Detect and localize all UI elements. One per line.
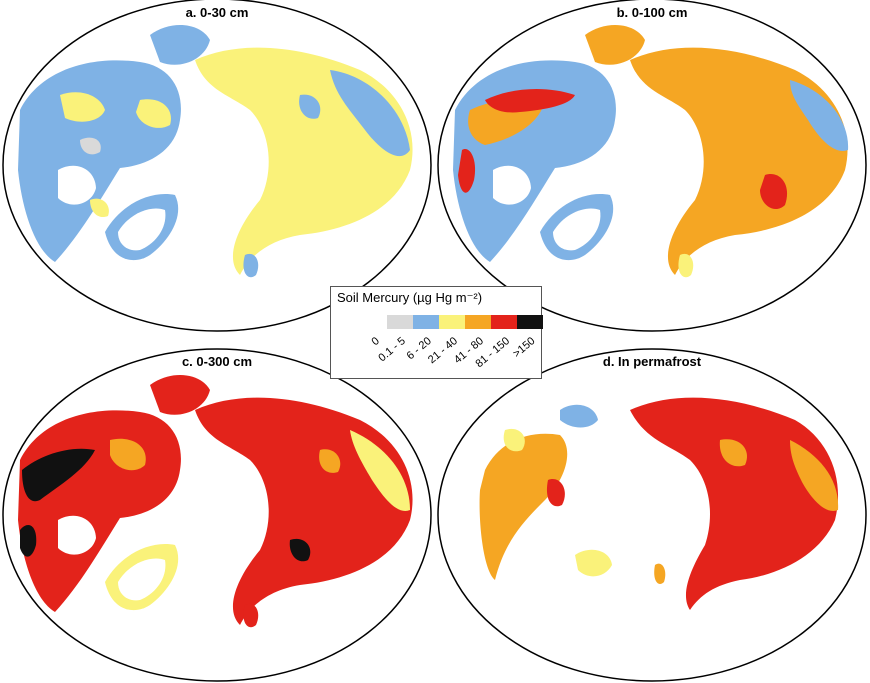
eurasia-region (195, 397, 413, 625)
panel-c-title: c. 0-300 cm (182, 354, 252, 369)
siberia-yellow (350, 430, 410, 511)
panel-b-title: b. 0-100 cm (617, 5, 688, 20)
legend-swatch (361, 315, 387, 329)
panel-d-title: d. In permafrost (603, 354, 702, 369)
canada-yellow (503, 428, 525, 452)
map-panel-d: d. In permafrost (437, 348, 867, 682)
legend-swatch (413, 315, 439, 329)
legend-swatch (465, 315, 491, 329)
west-red (458, 149, 476, 193)
black-band (22, 448, 95, 502)
legend-swatch (387, 315, 413, 329)
north-america-region (479, 433, 568, 580)
canada-yellow-patch (60, 92, 105, 122)
hudson-bay (58, 165, 96, 205)
greenland-ice (118, 208, 166, 251)
siberia-blue (790, 80, 849, 151)
hudson-bay (493, 165, 531, 205)
canada-blue (560, 404, 598, 428)
labrador-yellow (90, 198, 109, 218)
black-band-2 (20, 525, 37, 557)
legend-label: >150 (510, 335, 538, 361)
legend-swatch (517, 315, 543, 329)
panel-a-title: a. 0-30 cm (186, 5, 249, 20)
siberia-blue-2 (299, 94, 321, 119)
legend-swatch (439, 315, 465, 329)
map-panel-c: c. 0-300 cm (2, 348, 432, 682)
europe-blue (243, 253, 259, 278)
black-patch (289, 538, 311, 562)
orange-patch-2 (319, 449, 341, 473)
siberia-blue (330, 70, 410, 157)
legend-label: 0 (369, 335, 382, 349)
canada-red (546, 479, 565, 507)
eurasia-region (195, 47, 413, 275)
siberia-orange-2 (719, 439, 748, 467)
siberia-red (760, 174, 788, 210)
greenland-ice (553, 208, 601, 251)
map-panel-a: a. 0-30 cm (2, 0, 432, 332)
eurasia-region (630, 47, 848, 275)
orange-patch (110, 438, 146, 471)
europe-yellow (678, 253, 694, 278)
canada-yellow-patch-2 (136, 99, 171, 128)
legend-swatches (361, 315, 543, 329)
grey-patch (80, 137, 101, 155)
siberia-orange (790, 440, 839, 511)
hudson-bay (58, 515, 96, 555)
greenland-ice (118, 558, 166, 601)
map-panel-b: b. 0-100 cm (437, 0, 867, 332)
eurasia-region (630, 397, 839, 610)
europe-red (243, 603, 259, 628)
scandinavia-orange (654, 563, 666, 585)
alaska-region (150, 374, 210, 415)
alaska-region (150, 24, 210, 65)
canada-red-band (485, 88, 575, 113)
greenland-yellow (575, 549, 612, 577)
legend-swatch (491, 315, 517, 329)
legend-label: 0.1 - 5 (376, 335, 408, 365)
alaska-region (585, 24, 645, 65)
legend-title: Soil Mercury (µg Hg m⁻²) (337, 290, 483, 305)
